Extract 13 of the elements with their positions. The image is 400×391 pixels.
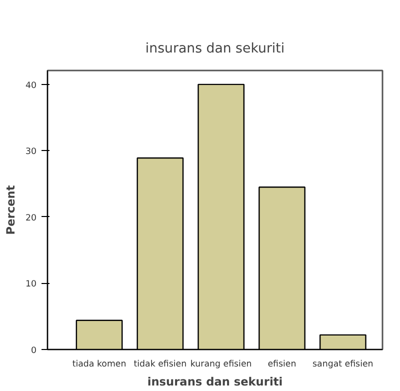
x-tick-label: sangat efisien xyxy=(312,360,374,370)
chart-title: insurans dan sekuriti xyxy=(145,42,285,56)
x-tick-label: tiada komen xyxy=(72,360,126,370)
y-tick-label: 10 xyxy=(25,280,36,290)
y-tick-label: 30 xyxy=(25,147,36,158)
y-tick-label: 0 xyxy=(30,346,37,356)
y-tick-label: 20 xyxy=(25,213,36,224)
y-axis-title: Percent xyxy=(3,184,18,235)
x-tick-label: efisien xyxy=(268,360,296,370)
x-tick-label: kurang efisien xyxy=(190,360,252,370)
x-tick-label: tidak efisien xyxy=(134,360,187,370)
y-tick-label: 40 xyxy=(25,80,36,91)
x-axis-title: insurans dan sekuriti xyxy=(147,374,283,388)
